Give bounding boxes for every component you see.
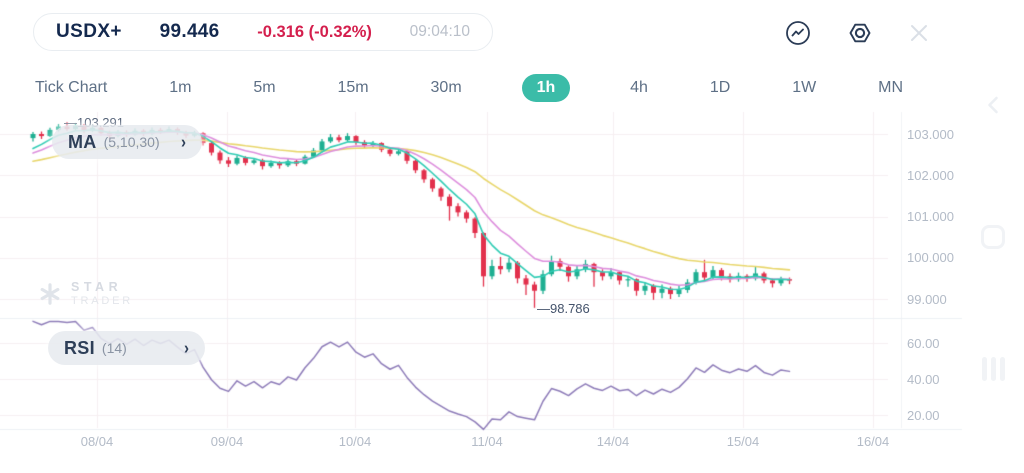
rsi-expand-chevron-icon[interactable]: › bbox=[184, 338, 189, 358]
date-tick-1004: 10/04 bbox=[338, 434, 372, 449]
quote-time: 09:04:10 bbox=[409, 23, 470, 40]
tab-15m[interactable]: 15m bbox=[337, 79, 369, 96]
rsi-indicator-pill[interactable]: RSI (14) › bbox=[48, 331, 205, 365]
tab-tick-chart[interactable]: Tick Chart bbox=[35, 79, 108, 96]
tab-mn[interactable]: MN bbox=[878, 79, 903, 96]
rsi-tick-20: 20.00 bbox=[907, 408, 940, 423]
settings-icon[interactable] bbox=[847, 20, 873, 46]
tab-1w[interactable]: 1W bbox=[792, 79, 817, 96]
brand-watermark: STAR TRADER bbox=[38, 280, 133, 307]
low-price-tag: —98.786 bbox=[537, 301, 590, 316]
tab-1m[interactable]: 1m bbox=[169, 79, 192, 96]
ma-indicator-pill[interactable]: MA (5,10,30) › bbox=[52, 125, 202, 159]
ma-label: MA bbox=[68, 131, 97, 152]
watermark-line1: STAR bbox=[71, 280, 123, 294]
tab-5m[interactable]: 5m bbox=[253, 79, 276, 96]
last-price: 99.446 bbox=[159, 21, 220, 42]
collapse-panel-chevron-icon[interactable] bbox=[985, 95, 1000, 115]
close-icon[interactable] bbox=[906, 20, 932, 46]
quote-bar: USDX+ 99.446 -0.316 (-0.32%) 09:04:10 bbox=[33, 13, 493, 51]
price-change: -0.316 (-0.32%) bbox=[257, 22, 372, 41]
date-tick-1504: 15/04 bbox=[726, 434, 760, 449]
watermark-line2: TRADER bbox=[71, 295, 134, 307]
ma-expand-chevron-icon[interactable]: › bbox=[181, 132, 186, 152]
rsi-label: RSI bbox=[64, 337, 95, 358]
price-tick-100: 100.000 bbox=[907, 250, 954, 265]
price-tick-101: 101.000 bbox=[907, 209, 954, 224]
tab-1d[interactable]: 1D bbox=[709, 79, 731, 96]
star-logo-icon bbox=[40, 282, 60, 305]
date-tick-1104: 11/04 bbox=[471, 434, 503, 449]
date-tick-0804: 08/04 bbox=[80, 434, 114, 449]
tab-30m[interactable]: 30m bbox=[430, 79, 462, 96]
date-tick-1604: 16/04 bbox=[856, 434, 890, 449]
price-tick-103: 103.000 bbox=[907, 127, 954, 142]
price-tick-99: 99.000 bbox=[907, 292, 947, 307]
panel-toggle-icon[interactable] bbox=[981, 225, 1005, 249]
rsi-tick-60: 60.00 bbox=[907, 336, 940, 351]
rsi-tick-40: 40.00 bbox=[907, 372, 940, 387]
tab-4h[interactable]: 4h bbox=[630, 79, 648, 96]
chart-style-icon[interactable] bbox=[785, 20, 811, 46]
date-tick-0904: 09/04 bbox=[210, 434, 244, 449]
timeframe-tabs: Tick Chart 1m 5m 15m 30m 1h 4h 1D 1W MN bbox=[33, 72, 905, 104]
rsi-params: (14) bbox=[101, 340, 127, 356]
ma-params: (5,10,30) bbox=[103, 134, 160, 150]
date-tick-1404: 14/04 bbox=[596, 434, 630, 449]
drawer-handle-icon[interactable] bbox=[982, 357, 1005, 381]
symbol-name: USDX+ bbox=[56, 21, 122, 42]
tab-1h[interactable]: 1h bbox=[521, 74, 571, 102]
price-tick-102: 102.000 bbox=[907, 168, 954, 183]
